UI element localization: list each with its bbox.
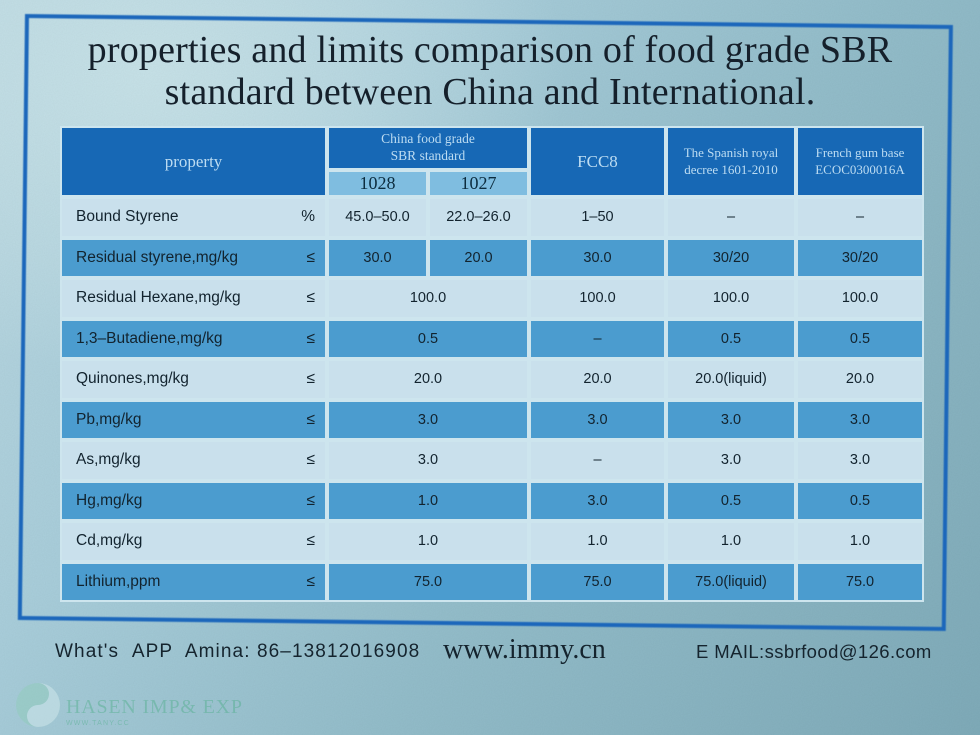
svg-text:WWW.TANY.CC: WWW.TANY.CC: [66, 720, 130, 727]
svg-text:HASEN IMP& EXP: HASEN IMP& EXP: [66, 696, 243, 718]
